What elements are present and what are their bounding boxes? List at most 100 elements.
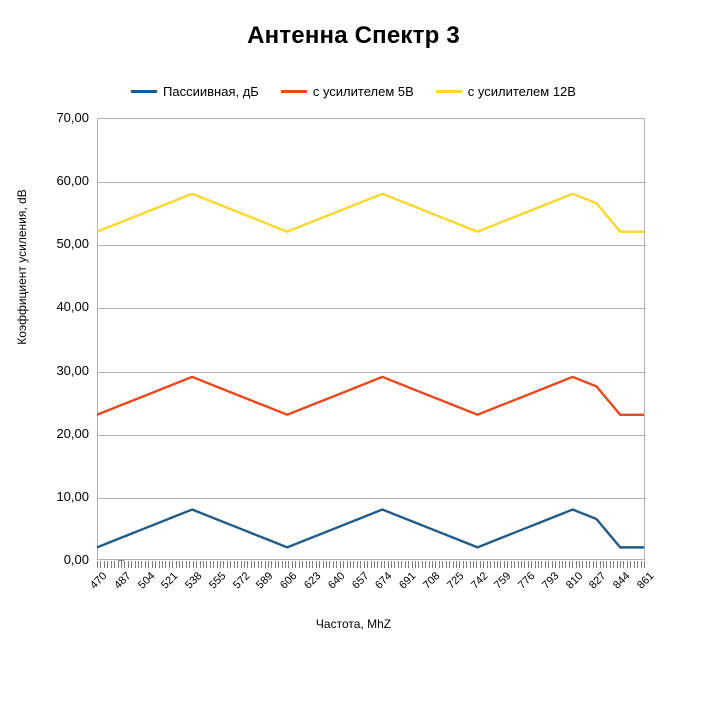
x-axis-minor-tick (274, 561, 276, 568)
gridline (98, 308, 646, 309)
x-axis-minor-tick (466, 561, 468, 568)
x-axis-minor-tick (202, 561, 204, 568)
x-axis-minor-tick (517, 561, 519, 568)
x-axis-minor-tick (206, 561, 208, 568)
x-axis-minor-tick (637, 561, 639, 568)
x-axis-minor-tick (110, 561, 112, 568)
x-axis-minor-tick (442, 561, 444, 568)
series-line-2 (97, 375, 644, 417)
series-lines (97, 192, 644, 549)
x-axis-minor-tick (500, 561, 502, 568)
x-axis-minor-tick (531, 561, 533, 568)
x-axis-minor-tick (425, 561, 427, 568)
x-axis-minor-tick (548, 561, 550, 568)
x-axis-minor-tick (579, 561, 581, 568)
x-axis-minor-tick (414, 561, 416, 568)
x-axis-minor-tick (599, 561, 601, 568)
x-axis-minor-tick (127, 561, 129, 568)
legend-item-passive[interactable]: Пассиивная, дБ (131, 84, 259, 99)
x-axis-minor-tick (267, 561, 269, 568)
x-axis-minor-tick (114, 561, 116, 568)
x-axis-minor-tick (486, 561, 488, 568)
x-axis-minor-tick (315, 561, 317, 568)
x-axis-minor-tick (596, 561, 598, 568)
x-axis-minor-tick (168, 561, 170, 568)
x-axis-minor-tick (329, 561, 331, 568)
x-axis-minor-tick (493, 561, 495, 568)
x-axis-minor-tick (418, 561, 420, 568)
x-axis-minor-tick (373, 561, 375, 568)
y-axis-tick-label: 50,00 (56, 236, 89, 251)
x-axis-minor-tick (408, 561, 410, 568)
x-axis-minor-tick (261, 561, 263, 568)
legend-item-amp5v[interactable]: с усилителем 5В (280, 84, 414, 99)
x-axis-minor-tick (438, 561, 440, 568)
y-axis-title: Коэффициент усиления, dB (15, 189, 29, 345)
x-axis-minor-tick (411, 561, 413, 568)
x-axis-minor-tick (363, 561, 365, 568)
x-axis-minor-tick (220, 561, 222, 568)
x-axis-minor-tick (192, 561, 194, 568)
x-axis-minor-tick (103, 561, 105, 568)
x-axis-minor-tick (640, 561, 642, 568)
x-axis-minor-tick (391, 561, 392, 568)
legend-swatch-amp5v (280, 90, 307, 93)
x-axis-minor-tick (288, 561, 290, 568)
y-axis-tick-mark (118, 560, 124, 561)
legend-label-amp5v: с усилителем 5В (312, 84, 414, 99)
x-axis-minor-tick (349, 561, 351, 568)
x-axis-minor-tick (326, 561, 328, 568)
x-axis-minor-tick (387, 561, 389, 568)
x-axis-minor-tick (189, 561, 191, 568)
y-axis-labels: 0,00 10,00 20,00 30,00 40,00 50,00 60,00 70,00 (27, 110, 124, 567)
x-axis-minor-tick (394, 561, 396, 568)
x-axis-minor-tick (469, 561, 471, 568)
x-axis-minor-tick (100, 561, 102, 568)
x-axis-minor-tick (179, 561, 181, 568)
x-axis-minor-tick (285, 561, 287, 568)
x-axis-minor-tick (449, 561, 451, 568)
x-axis-minor-tick (462, 561, 464, 568)
x-axis-minor-tick (196, 561, 198, 568)
x-axis-minor-tick (538, 561, 540, 568)
x-axis-minor-tick (271, 561, 273, 568)
x-axis-minor-tick (507, 561, 509, 568)
gridline (98, 372, 646, 373)
x-axis-minor-tick (380, 561, 382, 568)
y-axis-tick-label: 20,00 (56, 426, 89, 441)
x-axis-minor-tick (223, 561, 225, 568)
chart-legend: Пассиивная, дБ с усилителем 5В с усилите… (0, 84, 707, 99)
legend-item-amp12v[interactable]: с усилителем 12В (435, 84, 576, 99)
x-axis-minor-tick (182, 561, 184, 568)
x-axis-minor-tick (291, 561, 293, 568)
x-axis-minor-tick (541, 561, 543, 568)
gridline (98, 245, 646, 246)
x-axis-minor-tick (630, 561, 632, 568)
x-axis-minor-tick (534, 561, 536, 568)
x-axis-minor-tick (510, 561, 512, 568)
x-axis-minor-tick (551, 561, 553, 568)
x-axis-minor-tick (473, 561, 475, 568)
x-axis-minor-tick (520, 561, 522, 568)
x-axis-minor-tick (585, 561, 587, 568)
gridline (98, 435, 646, 436)
x-axis-minor-tick (346, 561, 348, 568)
x-axis-minor-tick (155, 561, 157, 568)
y-axis-tick-label: 60,00 (56, 173, 89, 188)
legend-swatch-passive (131, 90, 158, 93)
x-axis-title: Частота, MhZ (315, 617, 392, 631)
x-axis-minor-tick (613, 561, 615, 568)
x-axis-minor-tick (568, 561, 570, 568)
x-axis-minor-tick (172, 561, 174, 568)
x-axis-minor-tick (445, 561, 447, 568)
x-axis-minor-tick (626, 561, 628, 568)
x-axis-minor-tick (476, 561, 478, 568)
x-axis-minor-tick (244, 561, 245, 568)
series-line-3 (97, 192, 644, 233)
x-axis-minor-tick (620, 561, 622, 568)
x-axis-minor-tick (254, 561, 256, 568)
x-axis-minor-tick (606, 561, 608, 568)
x-axis-minor-tick (151, 561, 153, 568)
x-axis-minor-tick (452, 561, 454, 568)
x-axis-minor-tick (490, 561, 492, 568)
